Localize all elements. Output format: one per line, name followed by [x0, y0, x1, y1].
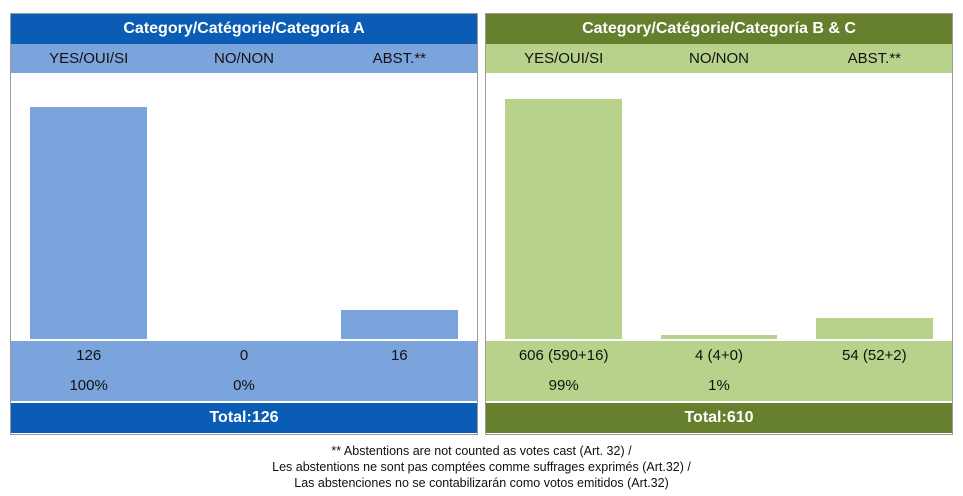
panel-title: Category/Catégorie/Categoría B & C: [486, 14, 952, 44]
bar-column: [166, 73, 321, 339]
category-label: YES/OUI/SI: [49, 50, 129, 67]
value-label: 54 (52+2): [842, 347, 907, 364]
percent-label: 0%: [233, 377, 255, 394]
footnote: ** Abstentions are not counted as votes …: [0, 443, 963, 491]
category-label: NO/NON: [213, 50, 274, 67]
bar-column: [322, 73, 477, 339]
percent-row: 100% 0%: [11, 371, 477, 401]
bar-column: [11, 73, 166, 339]
bar-1: [660, 335, 778, 339]
percent-label: [322, 371, 477, 401]
panel-category-a: Category/Catégorie/Categoría A YES/OUI/SI…: [10, 13, 478, 435]
bar-column: [486, 73, 641, 339]
bar-2: [341, 309, 458, 339]
bar-2: [816, 317, 933, 339]
total-label: Total:126: [11, 403, 477, 433]
bar-column: [797, 73, 952, 339]
category-label: ABST.**: [372, 50, 426, 67]
bar-chart: [486, 73, 952, 341]
percent-label: [797, 371, 952, 401]
category-label: NO/NON: [688, 50, 749, 67]
percent-label: 100%: [69, 377, 108, 394]
bar-column: [641, 73, 796, 339]
bar-chart: [11, 73, 477, 341]
footnote-line: Les abstentions ne sont pas comptées com…: [272, 460, 691, 474]
percent-label: 99%: [548, 377, 579, 394]
footnote-line: Las abstenciones no se contabilizarán co…: [294, 476, 669, 490]
value-label: 0: [239, 347, 249, 364]
category-label: YES/OUI/SI: [524, 50, 604, 67]
category-header-row: YES/OUI/SI NO/NON ABST.**: [11, 44, 477, 73]
category-header-row: YES/OUI/SI NO/NON ABST.**: [486, 44, 952, 73]
value-row: 126 0 16: [11, 341, 477, 371]
total-label: Total:610: [486, 403, 952, 433]
panel-category-b-c: Category/Catégorie/Categoría B & C YES/OU…: [485, 13, 953, 435]
percent-row: 99% 1%: [486, 371, 952, 401]
value-row: 606 (590+16) 4 (4+0) 54 (52+2): [486, 341, 952, 371]
value-label: 126: [76, 347, 102, 364]
bar-0: [505, 99, 622, 339]
category-label: ABST.**: [847, 50, 901, 67]
value-label: 16: [390, 347, 408, 364]
value-label: 4 (4+0): [695, 347, 743, 364]
panel-title: Category/Catégorie/Categoría A: [11, 14, 477, 44]
bar-0: [30, 107, 147, 339]
value-label: 606 (590+16): [518, 347, 609, 364]
footnote-line: ** Abstentions are not counted as votes …: [331, 444, 632, 458]
percent-label: 1%: [708, 377, 730, 394]
